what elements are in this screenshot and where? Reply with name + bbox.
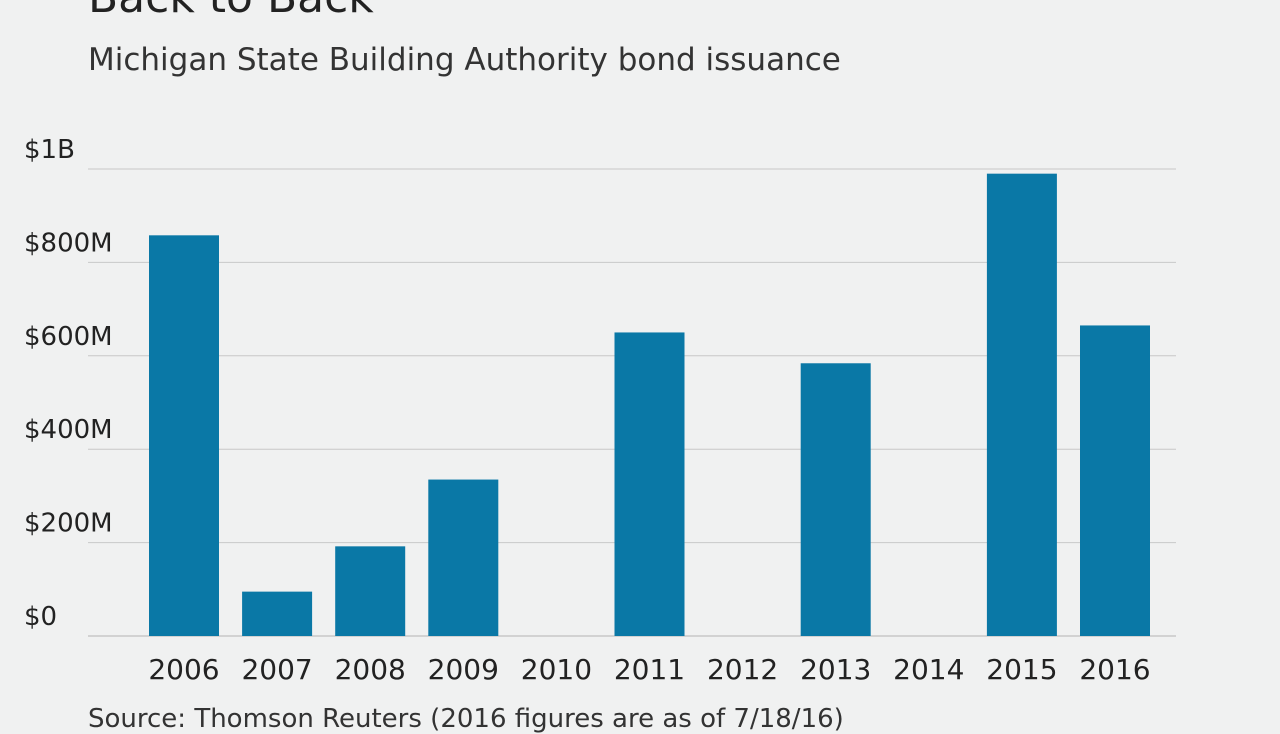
bar-2008 <box>335 546 406 636</box>
bar-2006 <box>149 235 219 636</box>
bar-2013 <box>800 363 871 636</box>
x-category-label: 2015 <box>986 653 1057 686</box>
y-tick-label: $800M <box>24 228 113 258</box>
bar-2007 <box>242 591 313 636</box>
x-category-label: 2014 <box>893 653 964 686</box>
y-tick-label: $600M <box>24 322 113 352</box>
x-category-label: 2011 <box>614 653 685 686</box>
y-tick-label: $400M <box>24 415 113 445</box>
y-tick-label: $200M <box>24 509 113 539</box>
bars <box>149 173 1150 637</box>
x-category-label: 2013 <box>800 653 871 686</box>
y-tick-label: $1B <box>24 135 75 165</box>
y-axis-tick-labels: $0 $200M $400M $600M $800M $1B <box>24 135 113 632</box>
bar-2009 <box>428 479 499 636</box>
bar-2015 <box>986 173 1057 637</box>
x-category-label: 2016 <box>1079 653 1150 686</box>
bar-2011 <box>614 332 685 636</box>
x-category-label: 2008 <box>335 653 406 686</box>
y-tick-label: $0 <box>24 602 57 632</box>
x-category-label: 2010 <box>521 653 592 686</box>
x-category-label: 2012 <box>707 653 778 686</box>
bar-2016 <box>1080 325 1150 636</box>
x-category-label: 2009 <box>428 653 499 686</box>
x-axis-category-labels: 2006 2007 2008 2009 2010 2011 2012 2013 2014 2015… <box>148 653 1150 686</box>
x-category-label: 2007 <box>241 653 312 686</box>
chart-subtitle: Michigan State Building Authority bond i… <box>88 42 841 78</box>
x-category-label: 2006 <box>148 653 219 686</box>
chart-title: Back to Back <box>88 0 374 23</box>
source-note: Source: Thomson Reuters (2016 figures ar… <box>88 704 844 734</box>
